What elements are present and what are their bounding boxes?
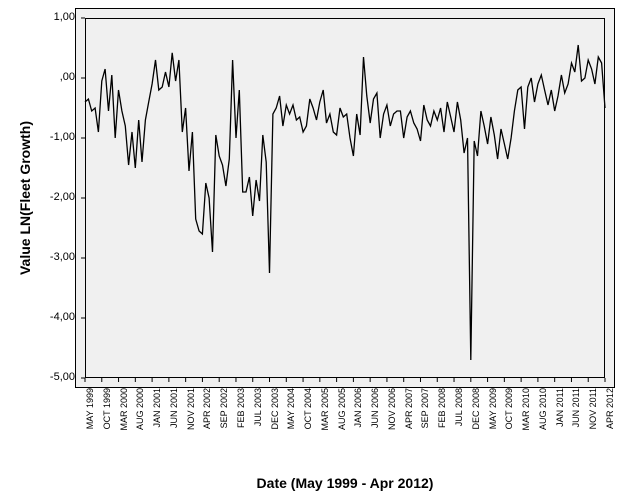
x-axis-label: Date (May 1999 - Apr 2012) — [75, 475, 615, 491]
x-tick-label: JUN 2011 — [571, 388, 581, 448]
x-tick-label: JUL 2008 — [454, 388, 464, 448]
x-tick-label: FEB 2003 — [236, 388, 246, 448]
x-tick-label: APR 2007 — [404, 388, 414, 448]
x-tick-label: JUN 2001 — [169, 388, 179, 448]
chart-container: 1,00 ,00 -1,00 -2,00 -3,00 -4,00 -5,00 MAY 199… — [0, 0, 626, 501]
x-tick-label: MAY 2009 — [488, 388, 498, 448]
y-tick-label: -4,00 — [30, 311, 75, 323]
y-axis-label: Value LN(Fleet Growth) — [17, 108, 33, 288]
x-tick-label: JUL 2003 — [253, 388, 263, 448]
x-tick-label: JAN 2011 — [555, 388, 565, 448]
x-tick-label: MAR 2010 — [521, 388, 531, 448]
x-tick-label: OCT 2004 — [303, 388, 313, 448]
x-tick-label: MAR 2000 — [119, 388, 129, 448]
x-tick-label: AUG 2005 — [337, 388, 347, 448]
y-tick-label: -2,00 — [30, 191, 75, 203]
x-tick-label: MAY 2004 — [286, 388, 296, 448]
y-tick-label: -5,00 — [30, 371, 75, 383]
x-tick-label: AUG 2010 — [538, 388, 548, 448]
y-tick-label: -1,00 — [30, 131, 75, 143]
x-tick-label: DEC 2008 — [471, 388, 481, 448]
x-tick-label: MAR 2005 — [320, 388, 330, 448]
x-tick-label: DEC 2003 — [270, 388, 280, 448]
x-tick-label: JAN 2001 — [152, 388, 162, 448]
y-tick-label: ,00 — [30, 71, 75, 83]
x-tick-label: JAN 2006 — [353, 388, 363, 448]
x-tick-label: SEP 2007 — [420, 388, 430, 448]
x-tick-label: JUN 2006 — [370, 388, 380, 448]
x-tick-label: OCT 1999 — [102, 388, 112, 448]
x-tick-label: NOV 2001 — [186, 388, 196, 448]
x-tick-label: FEB 2008 — [437, 388, 447, 448]
x-tick-label: NOV 2011 — [588, 388, 598, 448]
x-tick-label: OCT 2009 — [504, 388, 514, 448]
y-tick-label: -3,00 — [30, 251, 75, 263]
x-tick-label: AUG 2000 — [135, 388, 145, 448]
x-tick-label: NOV 2006 — [387, 388, 397, 448]
x-tick-label: APR 2002 — [202, 388, 212, 448]
x-tick-label: SEP 2002 — [219, 388, 229, 448]
x-tick-label: APR 2012 — [605, 388, 615, 448]
x-tick-label: MAY 1999 — [85, 388, 95, 448]
y-tick-label: 1,00 — [30, 11, 75, 23]
